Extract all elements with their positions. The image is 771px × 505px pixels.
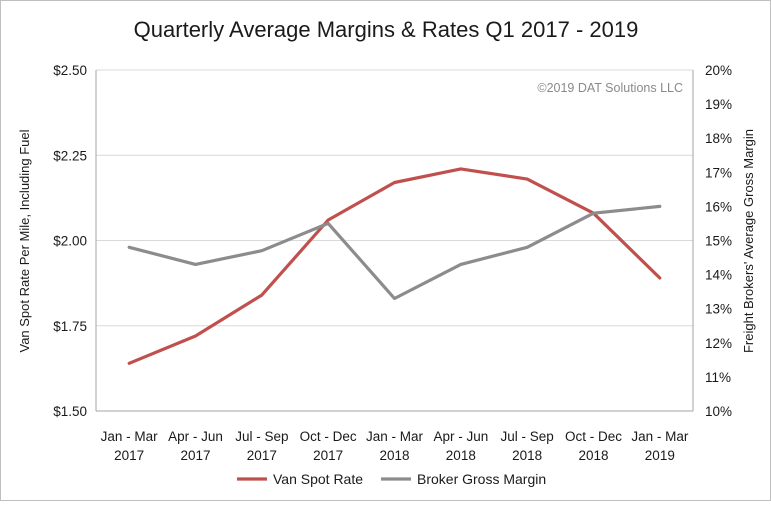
x-tick-label: Jan - Mar <box>101 429 159 444</box>
y-right-tick-label: 10% <box>705 404 732 419</box>
x-tick-label: Oct - Dec <box>565 429 622 444</box>
y-left-tick-label: $2.25 <box>53 148 87 163</box>
y-right-tick-label: 18% <box>705 131 732 146</box>
y-axis-right-label: Freight Brokers' Average Gross Margin <box>741 129 756 353</box>
series-line-broker-gross-margin <box>127 204 662 301</box>
y-right-tick-label: 14% <box>705 268 732 283</box>
y-right-tick-label: 17% <box>705 165 732 180</box>
x-tick-label: 2017 <box>313 448 343 463</box>
x-tick-label: Apr - Jun <box>168 429 223 444</box>
x-tick-label: Oct - Dec <box>300 429 357 444</box>
x-tick-label: 2018 <box>379 448 409 463</box>
x-tick-label: 2018 <box>446 448 476 463</box>
y-left-tick-label: $2.50 <box>53 63 87 78</box>
x-tick-label: 2017 <box>247 448 277 463</box>
y-left-tick-label: $1.75 <box>53 319 87 334</box>
y-right-tick-label: 19% <box>705 97 732 112</box>
x-tick-label: 2017 <box>180 448 210 463</box>
y-right-tick-label: 13% <box>705 302 732 317</box>
y-right-tick-label: 20% <box>705 63 732 78</box>
axes: $1.50 $1.75 $2.00 $2.25 $2.50 10% 11% 12% 13% 14%… <box>53 63 732 463</box>
chart-title: Quarterly Average Margins & Rates Q1 201… <box>134 17 639 42</box>
legend-label: Van Spot Rate <box>273 471 363 487</box>
x-tick-label: 2019 <box>645 448 675 463</box>
y-right-tick-label: 11% <box>705 370 731 385</box>
series-line-van-spot-rate <box>127 167 662 365</box>
y-left-tick-label: $2.00 <box>53 234 87 249</box>
y-right-tick-label: 15% <box>705 234 732 249</box>
x-tick-label: 2017 <box>114 448 144 463</box>
legend-label: Broker Gross Margin <box>417 471 546 487</box>
gridlines <box>96 69 693 327</box>
series-lines <box>127 167 662 365</box>
x-tick-label: Jul - Sep <box>501 429 554 444</box>
x-tick-label: Jan - Mar <box>366 429 424 444</box>
y-right-tick-label: 12% <box>705 336 732 351</box>
y-left-tick-label: $1.50 <box>53 404 87 419</box>
legend: Van Spot Rate Broker Gross Margin <box>237 471 546 487</box>
copyright-credit: ©2019 DAT Solutions LLC <box>537 81 683 95</box>
x-tick-label: 2018 <box>578 448 608 463</box>
x-tick-label: Apr - Jun <box>433 429 488 444</box>
x-tick-label: Jan - Mar <box>631 429 689 444</box>
y-axis-left-label: Van Spot Rate Per Mile, Including Fuel <box>17 129 32 352</box>
x-tick-label: 2018 <box>512 448 542 463</box>
x-tick-label: Jul - Sep <box>235 429 288 444</box>
y-right-tick-label: 16% <box>705 199 732 214</box>
